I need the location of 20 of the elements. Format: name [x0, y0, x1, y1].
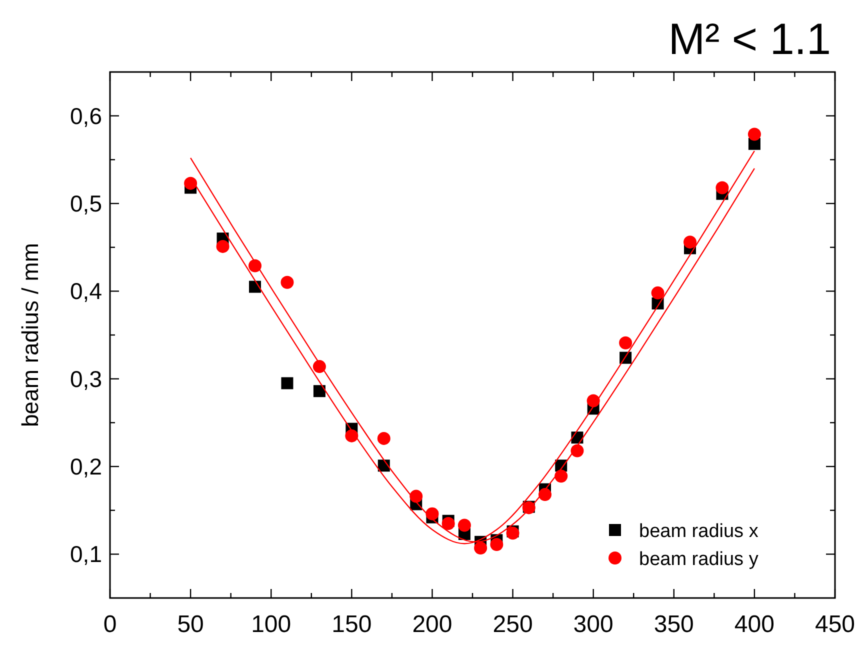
y-tick-label: 0,3 [70, 366, 102, 392]
legend-label: beam radius y [639, 549, 759, 570]
x-tick-label: 0 [103, 611, 117, 638]
y-tick-label: 0,5 [70, 190, 102, 216]
chart-title: M² < 1.1 [668, 15, 831, 64]
y-tick-label: 0,6 [70, 102, 102, 129]
x-tick-label: 50 [177, 611, 204, 638]
y-axis-title: beam radius / mm [17, 242, 43, 428]
x-tick-label: 100 [251, 611, 292, 638]
x-tick-label: 300 [573, 611, 614, 638]
x-tick-label: 150 [332, 611, 372, 638]
x-tick-label: 250 [492, 611, 533, 638]
x-tick-label: 400 [734, 611, 774, 638]
y-tick-label: 0,2 [70, 454, 102, 480]
y-tick-label: 0,4 [70, 278, 102, 304]
x-tick-label: 450 [814, 611, 856, 638]
y-tick-label: 0,1 [70, 541, 102, 568]
x-tick-label: 200 [412, 611, 452, 638]
legend-label: beam radius x [639, 521, 759, 542]
x-tick-label: 350 [654, 611, 694, 638]
